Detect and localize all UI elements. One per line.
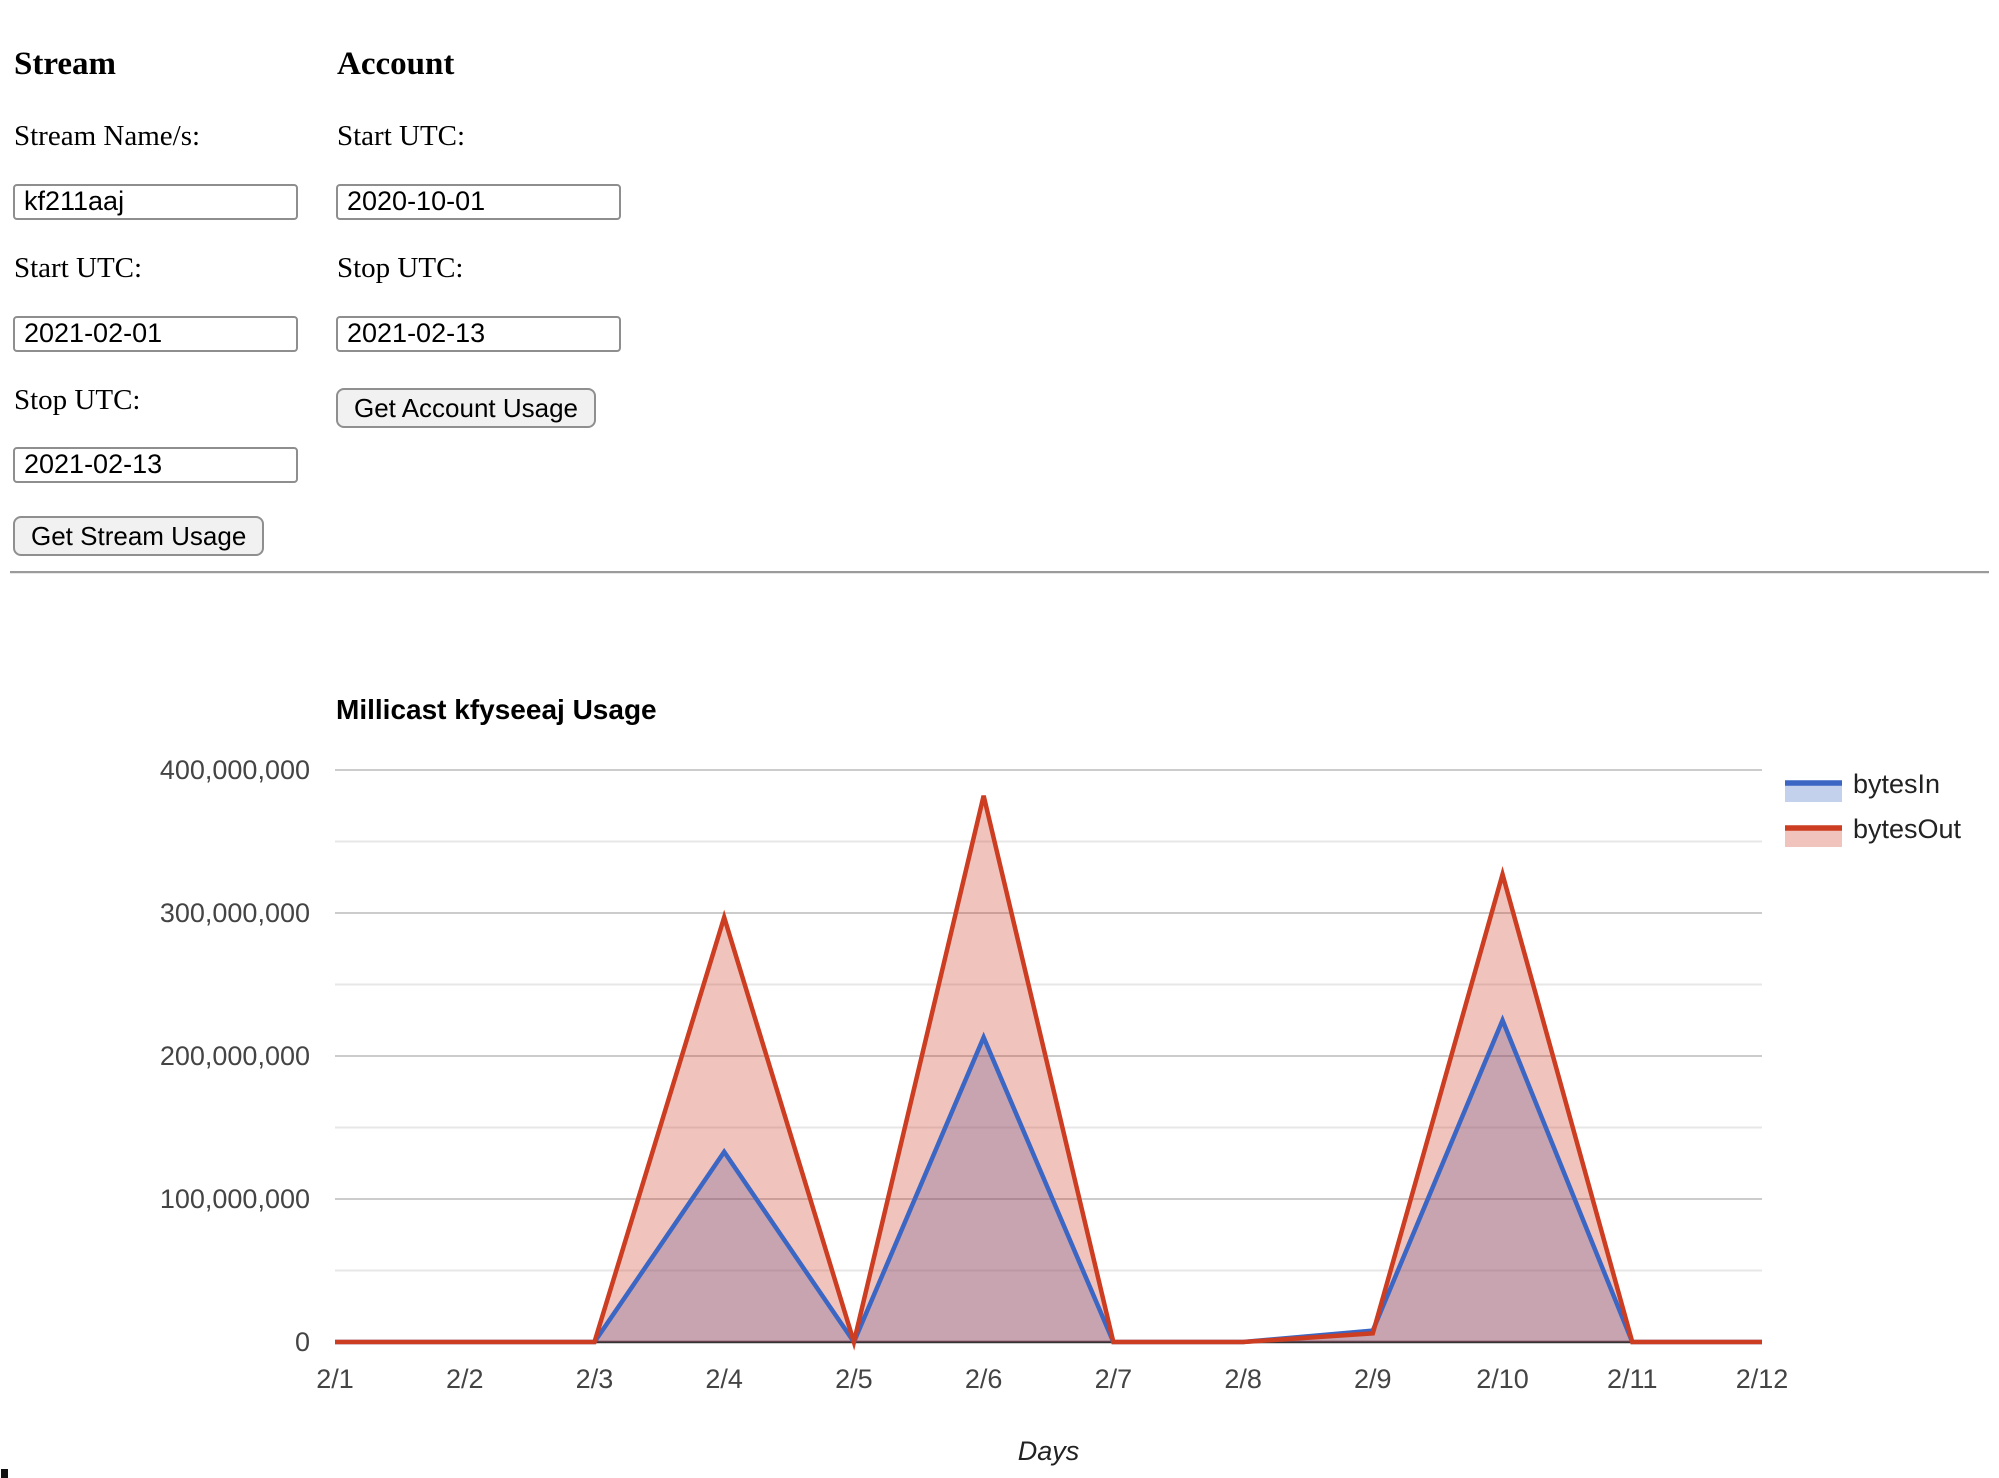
x-axis-tick-label: 2/7 [1095,1364,1133,1394]
x-axis-tick-label: 2/3 [576,1364,614,1394]
account-stop-label: Stop UTC: [337,252,464,284]
stream-stop-label: Stop UTC: [14,384,141,416]
stream-start-input[interactable] [13,316,298,352]
x-axis-tick-label: 2/6 [965,1364,1003,1394]
x-axis-tick-label: 2/12 [1736,1364,1789,1394]
x-axis-tick-label: 2/10 [1476,1364,1529,1394]
x-axis-title: Days [1018,1436,1080,1466]
account-start-input[interactable] [336,184,621,220]
account-heading: Account [337,46,455,82]
account-stop-input[interactable] [336,316,621,352]
get-stream-usage-button[interactable]: Get Stream Usage [13,516,265,556]
y-axis-tick-label: 300,000,000 [160,898,310,928]
x-axis-tick-label: 2/5 [835,1364,873,1394]
series-bytesOut-line [335,795,1762,1351]
get-account-usage-button[interactable]: Get Account Usage [336,388,597,428]
corner-artifact [1,1469,8,1478]
stream-start-label: Start UTC: [14,252,143,284]
stream-heading: Stream [14,46,117,82]
legend-swatch-fill-bytesIn [1785,785,1842,802]
x-axis-tick-label: 2/1 [316,1364,354,1394]
y-axis-tick-label: 0 [295,1327,310,1357]
stream-name-input[interactable] [13,184,298,220]
x-axis-tick-label: 2/9 [1354,1364,1392,1394]
y-axis-tick-label: 100,000,000 [160,1184,310,1214]
x-axis-tick-label: 2/4 [705,1364,743,1394]
horizontal-divider [10,571,1989,574]
stream-stop-input[interactable] [13,447,298,483]
chart-title: Millicast kfyseeaj Usage [336,694,657,725]
y-axis-tick-label: 200,000,000 [160,1041,310,1071]
legend-swatch-fill-bytesOut [1785,830,1842,847]
account-start-label: Start UTC: [337,120,466,152]
legend-label-bytesIn[interactable]: bytesIn [1853,769,1940,799]
legend-label-bytesOut[interactable]: bytesOut [1853,814,1962,844]
x-axis-tick-label: 2/2 [446,1364,484,1394]
stream-name-label: Stream Name/s: [14,120,201,152]
y-axis-tick-label: 400,000,000 [160,755,310,785]
x-axis-tick-label: 2/8 [1224,1364,1262,1394]
x-axis-tick-label: 2/11 [1607,1364,1658,1394]
series-bytesIn-area [335,1020,1762,1342]
